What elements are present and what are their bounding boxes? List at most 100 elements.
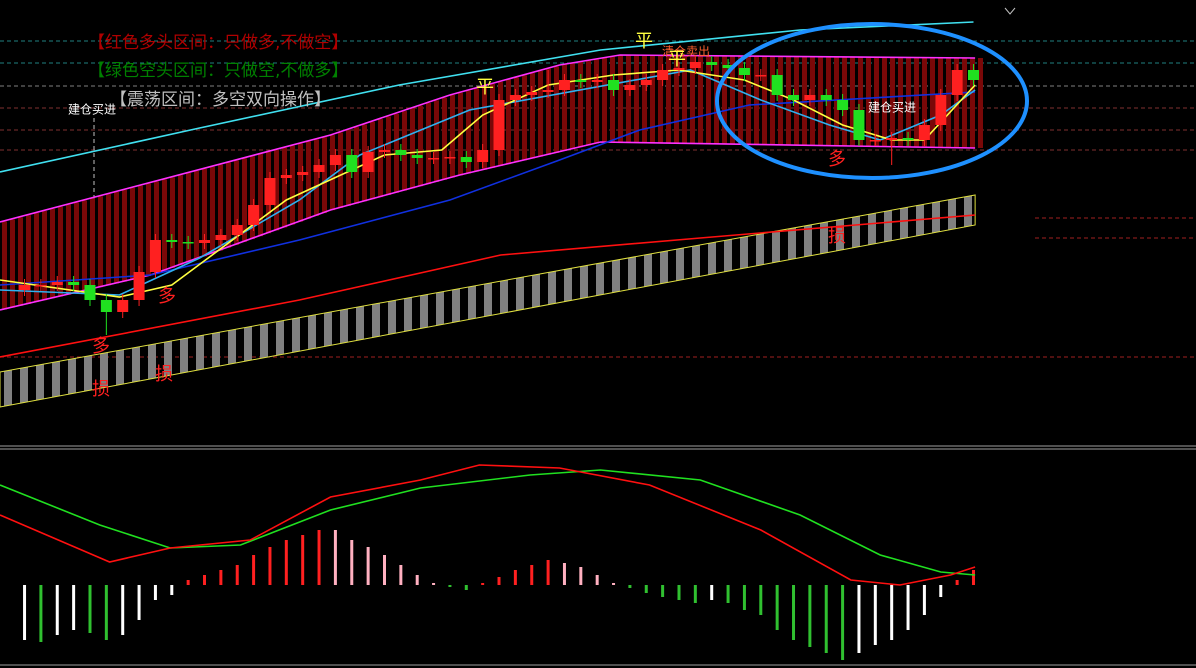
channel-stripe (210, 166, 215, 254)
candle-body (395, 150, 407, 155)
candle-body (509, 95, 521, 100)
candle-body (558, 80, 570, 90)
channel-stripe (322, 137, 327, 214)
candle-body (477, 150, 489, 162)
annotation: 【震荡区间：多空双向操作】 (110, 90, 331, 110)
channel-stripe (18, 217, 23, 306)
channel-stripe (298, 143, 303, 222)
candle-body (820, 95, 832, 100)
channel-stripe (514, 77, 519, 163)
candle-body (935, 95, 947, 125)
annotation: 损 (828, 226, 846, 247)
channel-stripe (306, 141, 311, 219)
channel-stripe (194, 170, 199, 260)
channel-stripe (946, 57, 951, 148)
candle-body (133, 272, 145, 300)
annotation: 平 (668, 49, 686, 70)
channel-stripe (666, 55, 671, 144)
candle-body (575, 80, 587, 82)
channel-stripe (522, 75, 527, 161)
channel-stripe (778, 56, 783, 145)
channel-stripe (586, 60, 591, 146)
candle-body (19, 285, 31, 290)
channel-stripe (482, 86, 487, 170)
channel-stripe (786, 56, 791, 145)
candle-body (902, 138, 914, 140)
candle-body (166, 240, 178, 242)
candle-body (460, 157, 472, 162)
channel-stripe (546, 68, 551, 155)
channel-stripe (74, 202, 79, 293)
channel-stripe (98, 196, 103, 288)
channel-stripe (874, 57, 879, 147)
channel-stripe (170, 177, 175, 268)
channel-stripe (930, 57, 935, 148)
channel-stripe (282, 147, 287, 228)
channel-stripe (594, 59, 599, 144)
channel-stripe (234, 160, 239, 245)
channel-stripe (562, 64, 567, 152)
channel-stripe (506, 79, 511, 165)
channel-stripe (378, 119, 383, 198)
channel-stripe (898, 57, 903, 147)
channel-stripe (730, 55, 735, 145)
candle-body (329, 155, 341, 165)
candle-body (771, 75, 783, 95)
channel-stripe (90, 198, 95, 290)
candle-body (280, 175, 292, 178)
channel-stripe (386, 116, 391, 195)
channel-stripe (610, 56, 615, 143)
annotation: 多 (158, 286, 176, 307)
candle-body (84, 285, 96, 300)
candle-body (313, 165, 325, 172)
channel-stripe (258, 154, 263, 237)
channel-stripe (410, 108, 415, 189)
channel-stripe (866, 57, 871, 147)
candle-body (199, 240, 211, 243)
candle-body (248, 205, 260, 225)
candle-body (755, 75, 767, 77)
candle-body (591, 80, 603, 82)
channel-stripe (26, 215, 31, 304)
candle-body (706, 62, 718, 65)
candle-body (624, 85, 636, 90)
candle-body (918, 125, 930, 140)
candle-body (264, 178, 276, 205)
band (0, 194, 976, 408)
channel-stripe (658, 55, 663, 143)
channel-stripe (802, 56, 807, 146)
channel-stripe (2, 221, 7, 310)
plot: 【红色多头区间：只做多,不做空】【绿色空头区间：只做空,不做多】【震荡区间：多空… (0, 21, 983, 660)
channel-stripe (106, 194, 111, 286)
channel-stripe (706, 55, 711, 144)
channel-stripe (274, 149, 279, 231)
annotation: 损 (92, 379, 110, 400)
channel-stripe (226, 162, 231, 248)
channel-stripe (290, 145, 295, 225)
channel-stripe (618, 55, 623, 143)
marker (1004, 7, 1016, 15)
channel-stripe (962, 57, 967, 148)
candle-body (886, 138, 898, 140)
channel-stripe (690, 55, 695, 144)
channel-stripe (450, 94, 455, 178)
channel-stripe (978, 58, 983, 148)
channel-stripe (650, 55, 655, 143)
annotation: 多 (828, 149, 846, 170)
channel-stripe (538, 70, 543, 157)
channel-stripe (682, 55, 687, 144)
annotation: 平 (635, 31, 653, 52)
channel-stripe (242, 158, 247, 242)
annotation: 损 (155, 364, 173, 385)
annotation: 【绿色空头区间：只做空,不做多】 (88, 61, 348, 81)
channel-stripe (82, 200, 87, 291)
channel-stripe (626, 55, 631, 143)
candle-body (215, 235, 227, 240)
candle-body (640, 80, 652, 85)
channel-stripe (466, 90, 471, 174)
line-series (0, 69, 976, 296)
channel-stripe (890, 57, 895, 147)
annotation: 【红色多头区间：只做多,不做空】 (88, 33, 348, 53)
channel-stripe (490, 84, 495, 168)
channel-stripe (642, 55, 647, 143)
